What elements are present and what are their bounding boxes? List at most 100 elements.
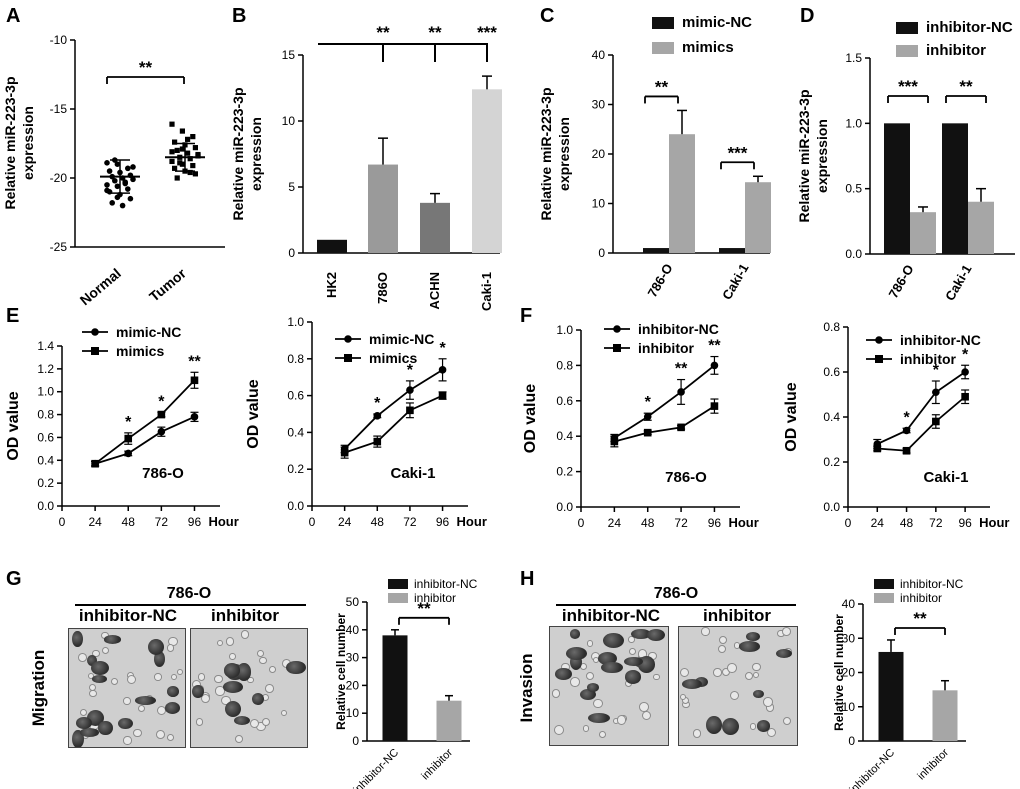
- panel-a-y-tick-label: -15: [50, 102, 68, 116]
- panel-g-y-tick-label: 40: [346, 623, 360, 637]
- cell-blob: [756, 720, 771, 732]
- panel-f-786o-x-tick-label: 96: [708, 516, 722, 530]
- panel-h-legend-swatch: [874, 579, 894, 589]
- pore-dot: [717, 645, 726, 654]
- panel-e-caki1-legend-label: mimics: [369, 350, 417, 366]
- panel-a-point-normal: [104, 187, 110, 194]
- panel-f-786o-y-tick-label: 0.6: [556, 394, 573, 408]
- pore-dot: [250, 719, 260, 729]
- pore-dot: [554, 724, 565, 735]
- panel-f-786o-y-tick-label: 0.2: [556, 465, 573, 479]
- panel-c-sig-label: **: [655, 77, 669, 96]
- panel-e-786o-y-tick-label: 0.0: [37, 499, 54, 513]
- pore-dot: [201, 694, 210, 704]
- pore-dot: [701, 627, 710, 636]
- panel-e-caki1-x-tick-label: 48: [371, 515, 385, 529]
- panel-a-point-tumor: [179, 128, 185, 134]
- panel-f-caki1-x-tick-label: 0: [845, 516, 852, 530]
- panel-label-B: B: [232, 5, 246, 27]
- panel-a-point-normal: [125, 186, 131, 192]
- panel-f-caki1-annotation: Caki-1: [923, 469, 968, 486]
- pore-dot: [729, 691, 739, 701]
- panel-g-bar-inhibitor-NC: [382, 635, 408, 741]
- panel-d-legend-inhibitor-swatch: [896, 45, 918, 57]
- panel-a-point-tumor: [179, 146, 185, 152]
- panel-c-bar-mimic-NC: [719, 248, 745, 253]
- panel-e-caki1-marker-mimic-NC: [373, 412, 382, 420]
- panel-d-x-label: Caki-1: [942, 262, 975, 303]
- cell-blob: [752, 690, 764, 699]
- panel-e-786o-x-tick-label: 24: [88, 515, 102, 529]
- pore-dot: [752, 662, 761, 671]
- panel-c-ylabel-line2: expression: [556, 117, 572, 191]
- panel-g-sig-label: **: [417, 599, 431, 618]
- panel-e-caki1-marker-mimics: [340, 448, 349, 457]
- panel-f-786o-annotation: 786-O: [665, 469, 707, 486]
- panel-h-x-label: inhibitor-NC: [848, 747, 898, 789]
- cell-blob: [166, 686, 179, 697]
- panel-g-legend-swatch: [388, 579, 408, 589]
- panel-e-786o-line-mimics: [94, 379, 196, 465]
- panel-e-caki1-line-mimic-NC: [343, 369, 444, 450]
- panel-f-caki1-legend-label: inhibitor-NC: [900, 332, 981, 348]
- panel-d-y-tick-label: 0.0: [845, 247, 862, 261]
- pore-dot: [680, 667, 690, 678]
- panel-e-786o-y-tick-label: 1.0: [37, 385, 54, 399]
- panel-e-786o-marker-mimics: [124, 434, 133, 443]
- panel-b-x-label: HK2: [324, 272, 339, 298]
- pore-dot: [246, 676, 254, 684]
- pore-dot: [89, 689, 97, 698]
- panel-h-bar-inhibitor-NC: [878, 651, 904, 741]
- panel-e-786o-legend-marker: [91, 328, 99, 336]
- panel-f-786o-marker-inhibitor-NC: [710, 361, 719, 370]
- panel-h-legend-label: inhibitor-NC: [900, 577, 964, 591]
- cell-blob: [623, 656, 643, 667]
- cell-blob: [555, 668, 572, 680]
- panel-d-sig-label: ***: [898, 77, 918, 96]
- panel-f-caki1-x-tick-label: 96: [958, 516, 972, 530]
- pore-dot: [195, 718, 204, 726]
- panel-e-786o-xlabel: Hour: [208, 514, 238, 529]
- panel-d-ylabel-line1: Relative miR-223-3p: [796, 89, 812, 222]
- panel-e-786o-marker-mimics: [91, 459, 99, 468]
- panel-b-x-label: 786O: [375, 272, 390, 304]
- pore-dot: [170, 673, 177, 680]
- pore-dot: [750, 723, 757, 730]
- panel-f-caki1-y-tick-label: 0.2: [823, 455, 840, 469]
- panel-label-A: A: [6, 5, 20, 27]
- cell-blob: [91, 674, 108, 683]
- panel-b-ylabel-line2: expression: [248, 117, 264, 191]
- cell-blob: [90, 661, 109, 676]
- panel-c-sig-label: ***: [728, 143, 748, 162]
- panel-c-y-tick-label: 10: [592, 197, 606, 211]
- panel-f-786o-line-inhibitor: [614, 405, 715, 443]
- panel-g-y-tick-label: 30: [346, 651, 360, 665]
- panel-a-ylabel-line2: expression: [20, 106, 36, 180]
- pore-dot: [744, 671, 753, 681]
- pore-dot: [586, 640, 594, 647]
- panel-e-786o-y-tick-label: 0.8: [37, 408, 54, 422]
- panel-h-legend-swatch: [874, 593, 894, 603]
- panel-e-caki1-marker-mimics: [406, 406, 414, 415]
- panel-e-786o-y-tick-label: 1.4: [37, 339, 54, 353]
- panel-b-bar-Caki-1: [472, 89, 502, 253]
- panel-c-bar-mimics: [669, 134, 695, 253]
- cell-blob: [117, 718, 133, 730]
- panel-e-786o-star: *: [158, 393, 165, 410]
- panel-f-786o-marker-inhibitor: [677, 423, 685, 432]
- panel-e-786o-y-tick-label: 1.2: [37, 362, 54, 376]
- panel-c-bar-mimics: [745, 182, 771, 253]
- cell-blob: [746, 631, 760, 641]
- panel-e-caki1-y-tick-label: 0.2: [287, 462, 304, 476]
- panel-a-point-tumor: [174, 175, 180, 181]
- cell-blob: [87, 654, 98, 666]
- cell-blob: [192, 684, 205, 699]
- panel-a-point-normal: [109, 200, 115, 206]
- cell-blob: [223, 662, 241, 678]
- panel-a-point-normal: [122, 180, 128, 187]
- panel-g-ylabel: Relative cell number: [334, 613, 348, 730]
- panel-e-caki1-y-tick-label: 1.0: [287, 315, 304, 329]
- panel-a-point-tumor: [192, 171, 198, 177]
- panel-a-x-label: Normal: [77, 265, 124, 308]
- pore-dot: [641, 711, 651, 721]
